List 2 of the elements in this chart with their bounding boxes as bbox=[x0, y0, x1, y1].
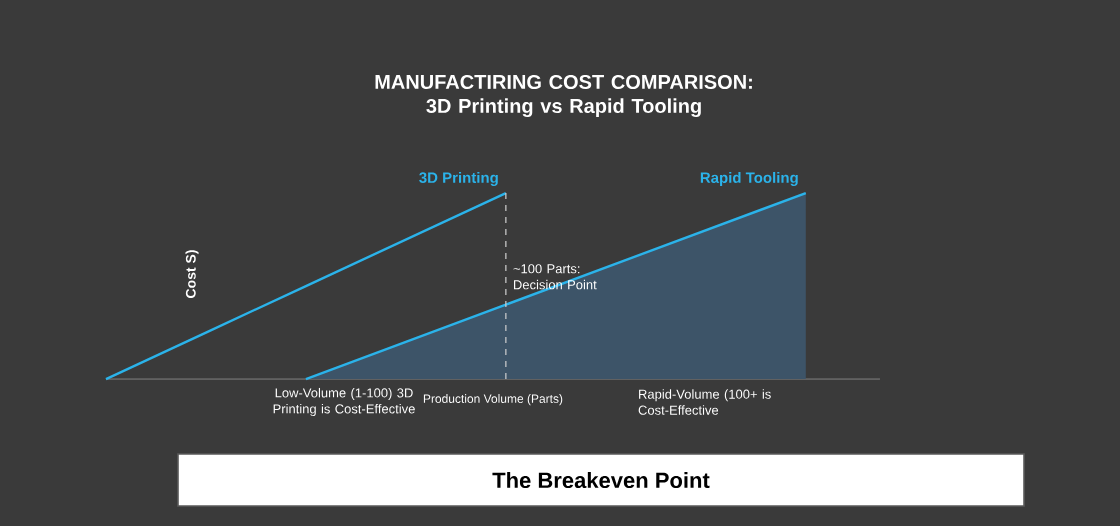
chart-title: MANUFACTIRING COST COMPARISON: 3D Printing vs Rapid Tooling bbox=[375, 74, 752, 118]
text: The Breakeven Point bbox=[492, 471, 710, 489]
